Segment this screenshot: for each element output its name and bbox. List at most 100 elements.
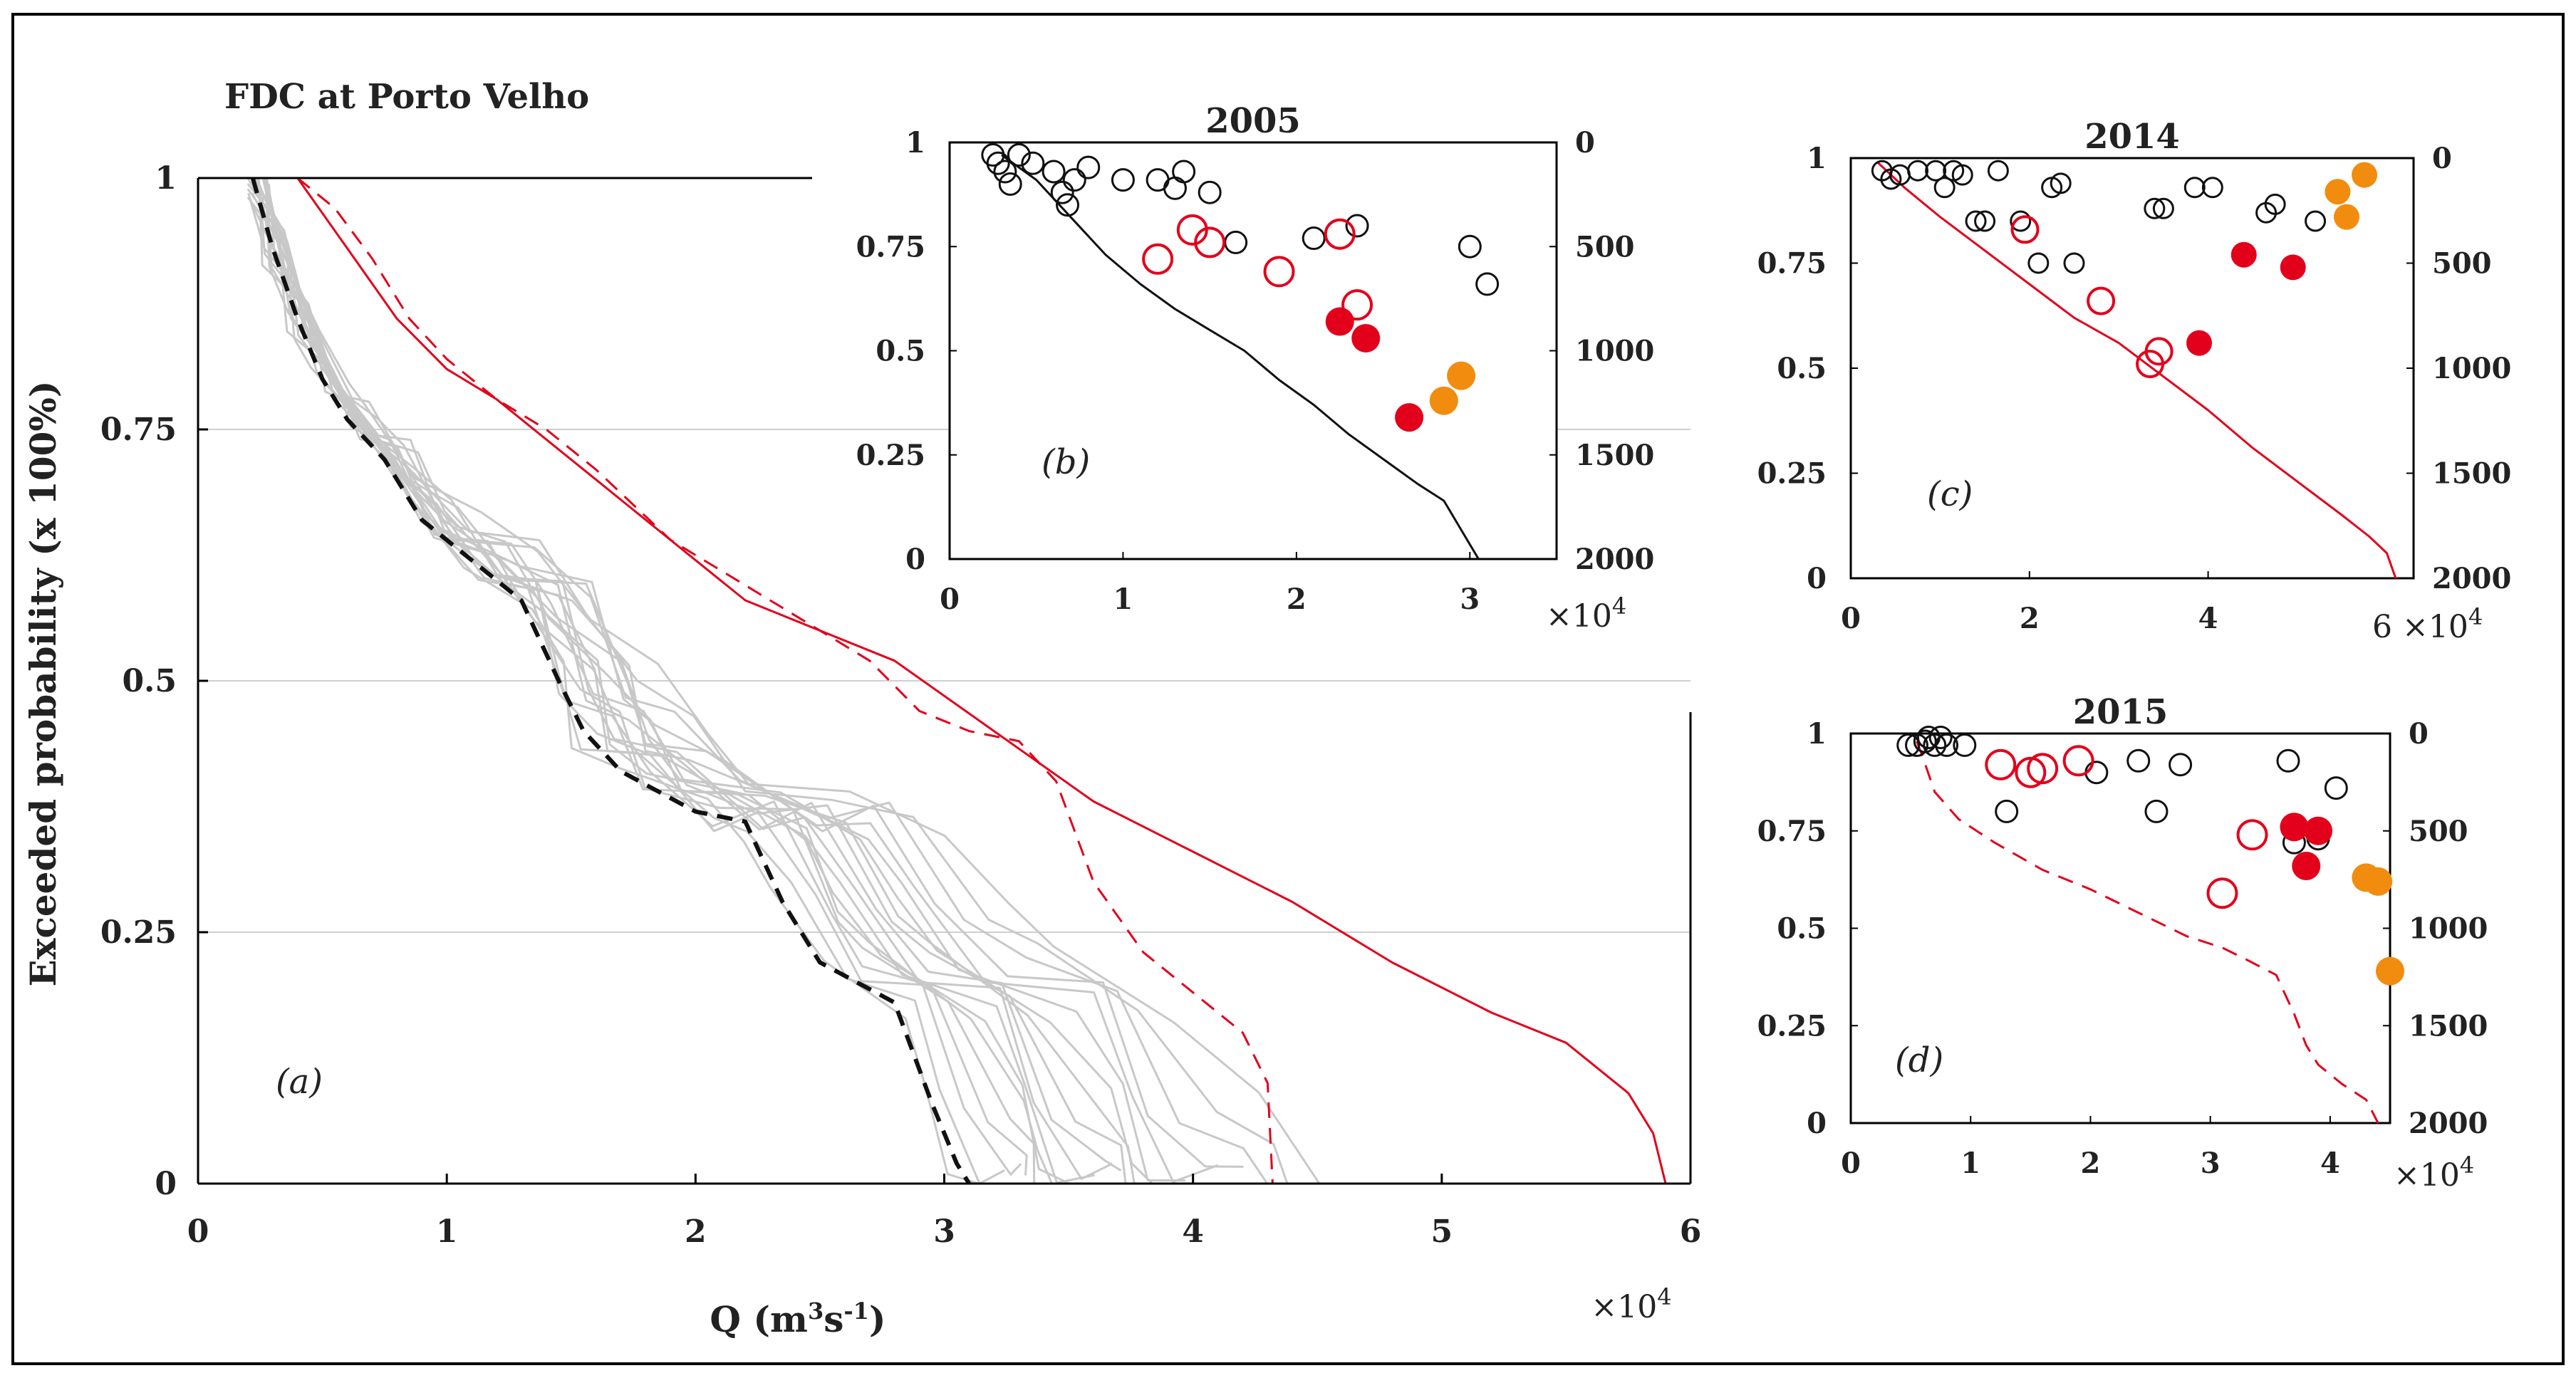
y-tick-label: 0.5: [122, 663, 177, 699]
y2-tick-label: 1500: [2432, 457, 2511, 491]
y-tick-label: 0: [905, 543, 925, 576]
panel-label: (c): [1927, 474, 1973, 514]
black-open-point: [2276, 748, 2300, 773]
x-tick-label: 2: [2081, 1147, 2101, 1180]
black-open-point: [1007, 143, 1031, 167]
ensemble-fdc-curve: [261, 197, 1289, 1184]
y2-tick-label: 500: [2409, 815, 2468, 848]
red-open-point: [1985, 748, 2017, 781]
black-open-point: [2063, 252, 2085, 274]
fdc-line: [1916, 741, 2379, 1124]
red-filled-point: [1351, 323, 1381, 353]
red-filled-point: [2292, 851, 2321, 880]
red-open-point: [2087, 286, 2116, 315]
black-open-point: [2010, 210, 2032, 232]
x-multiplier: ×104: [1546, 593, 1626, 635]
x-tick-label: 2: [1287, 583, 1307, 616]
x-axis-label: Q (m3s-1): [710, 1298, 886, 1340]
red-open-point: [2062, 745, 2094, 777]
red-filled-point: [1395, 403, 1424, 432]
black-open-point: [2305, 210, 2327, 232]
ensemble-fdc-curve: [246, 197, 1053, 1184]
black-open-point: [1995, 799, 2019, 823]
red-filled-point: [2280, 254, 2306, 281]
black-open-point: [2144, 197, 2166, 219]
black-open-point: [1923, 733, 1947, 757]
black-open-point: [1951, 164, 1973, 186]
black-open-point: [986, 151, 1010, 175]
black-open-point: [1050, 180, 1074, 204]
black-open-point: [1965, 210, 1987, 232]
black-open-point: [2144, 799, 2169, 823]
panel-d-2015: 2015 0 1 2 3 4 0 0.25 0.5 0.75 1 0 500 1000 1500 2000 ×1…: [1757, 692, 2488, 1194]
x-tick-label: 5: [1431, 1213, 1453, 1250]
red-open-point: [1142, 243, 1174, 275]
black-open-point: [2152, 197, 2174, 219]
black-open-point: [2201, 177, 2223, 199]
x-tick-label: 4: [1182, 1213, 1204, 1250]
orange-filled-point: [2352, 162, 2378, 188]
y-tick-label: 1: [1807, 717, 1827, 751]
ensemble-fdc-curve: [258, 177, 1028, 1176]
y-tick-label: 0.5: [1777, 912, 1827, 946]
orange-filled-point: [1447, 361, 1476, 390]
black-open-point: [993, 160, 1017, 184]
black-open-point: [2264, 193, 2286, 215]
red-open-point: [2027, 753, 2059, 785]
y2-tick-label: 1000: [2409, 912, 2488, 946]
y-tick-label: 0.75: [1757, 247, 1827, 281]
x-tick-label: 6: [1680, 1213, 1702, 1250]
panel-a-fdc: 0 1 2 3 4 5 6 0 0.25 0.5 0.75 1 ×104 (a): [100, 160, 1701, 1325]
black-open-point: [998, 172, 1022, 196]
black-open-point: [2169, 753, 2193, 777]
panel-label: (a): [276, 1062, 323, 1102]
red-open-point: [2015, 756, 2047, 788]
y2-tick-label: 1000: [1575, 335, 1654, 368]
black-open-point: [1928, 725, 1953, 749]
red-open-point: [1341, 289, 1373, 321]
black-open-point: [1345, 214, 1369, 238]
ensemble-fdc-curve: [254, 177, 1095, 1184]
red-filled-point: [1325, 307, 1354, 336]
black-open-point: [1021, 151, 1045, 175]
y2-tick-label: 500: [2432, 247, 2492, 281]
x-multiplier: ×104: [2394, 1152, 2474, 1194]
red-open-point: [1263, 256, 1295, 288]
y-tick-label: 0.5: [876, 335, 925, 368]
panel-title: 2015: [2073, 692, 2169, 732]
y-tick-label: 0: [1807, 562, 1827, 595]
red-open-point: [1324, 218, 1356, 250]
panel-label: (b): [1042, 442, 1090, 482]
y-tick-label: 0: [1807, 1107, 1827, 1140]
red-open-point: [1194, 226, 1226, 259]
y-tick-label: 0.75: [100, 412, 177, 448]
black-open-point: [1475, 272, 1500, 296]
x-tick-label: 2: [685, 1213, 707, 1250]
orange-filled-point: [2364, 867, 2393, 896]
black-open-point: [1076, 155, 1101, 179]
black-open-point: [1896, 733, 1921, 757]
black-open-point: [1907, 160, 1929, 182]
figure-title: FDC at Porto Velho: [224, 77, 589, 117]
panel-frame: [1849, 157, 2415, 580]
black-open-point: [1974, 210, 1996, 232]
y2-tick-label: 0: [2409, 717, 2429, 751]
x-tick-label: 0: [1841, 1147, 1861, 1180]
ensemble-fdc-curve: [246, 177, 1185, 1182]
x-tick-label: 0: [940, 583, 960, 616]
black-open-point: [1198, 180, 1222, 204]
y-tick-label: 0.5: [1777, 352, 1827, 385]
orange-filled-point: [2325, 179, 2351, 205]
x-tick-label: 3: [1460, 583, 1480, 616]
y2-tick-label: 2000: [1575, 543, 1654, 576]
figure-border: [11, 13, 2565, 1365]
black-open-point: [1042, 160, 1066, 184]
y-tick-label: 0.25: [100, 914, 177, 951]
x-tick-label: 3: [933, 1213, 955, 1250]
red-filled-point: [2304, 816, 2333, 845]
y2-tick-label: 2000: [2409, 1107, 2488, 1140]
fdc-line: [1876, 161, 2397, 579]
ensemble-fdc-curve: [246, 182, 1070, 1185]
y2-tick-label: 1500: [1575, 439, 1654, 472]
